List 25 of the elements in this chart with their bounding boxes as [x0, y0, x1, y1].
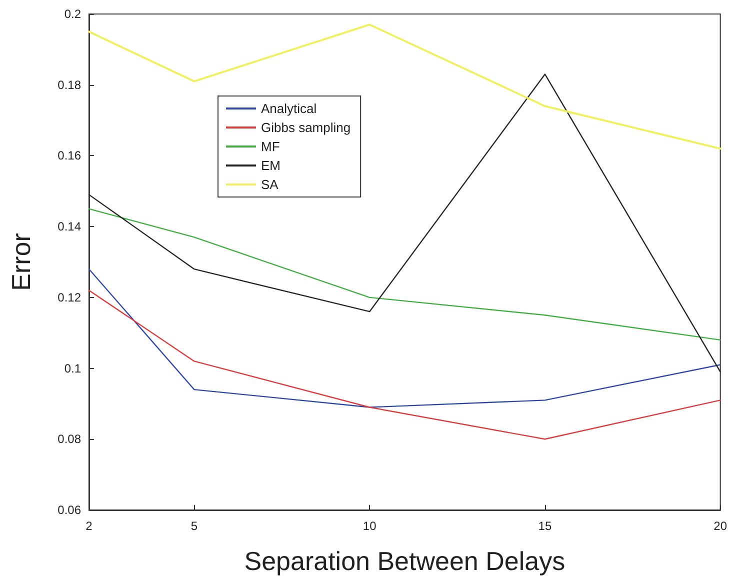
line-series	[88, 208, 721, 341]
y-tick-label: 0.18	[58, 78, 82, 92]
x-tick-label: 5	[190, 519, 198, 533]
legend-label: Analytical	[261, 101, 317, 116]
y-tick-label: 0.2	[64, 7, 82, 21]
y-tick-label: 0.16	[58, 148, 82, 163]
line-series	[88, 290, 721, 440]
y-tick-label: 0.12	[58, 290, 82, 304]
legend-label: EM	[261, 158, 280, 173]
x-tick-label: 2	[86, 519, 93, 533]
line-series	[88, 268, 721, 408]
y-tick-label: 0.1	[64, 361, 82, 376]
x-tick-label: 20	[714, 519, 728, 533]
legend-label: SA	[261, 177, 279, 192]
line-series	[88, 74, 721, 372]
y-tick-label: 0.14	[58, 220, 82, 234]
y-tick-label: 0.08	[58, 432, 82, 446]
y-axis-title: Error	[6, 232, 36, 291]
x-axis-title: Separation Between Delays	[244, 546, 566, 576]
legend-label: MF	[261, 139, 280, 154]
line-series	[88, 24, 722, 150]
legend-label: Gibbs sampling	[261, 120, 351, 135]
x-tick-label: 10	[362, 519, 377, 533]
x-tick-label: 15	[538, 519, 552, 533]
y-tick-label: 0.06	[58, 503, 82, 517]
